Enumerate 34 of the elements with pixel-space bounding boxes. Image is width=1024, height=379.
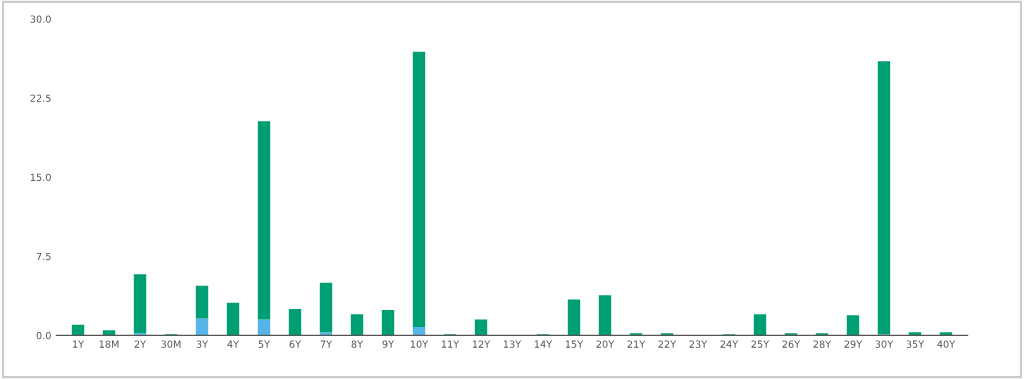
- y-tick-label: 30.0: [30, 15, 51, 23]
- x-tick-label: 10Y: [410, 340, 429, 348]
- x-tick-label: 4Y: [227, 340, 240, 348]
- x-tick-label: 21Y: [627, 340, 646, 348]
- x-tick-label: 22Y: [658, 340, 677, 348]
- x-tick-label: 13Y: [503, 340, 522, 348]
- x-tick-label: 28Y: [813, 340, 832, 348]
- x-tick-label: 35Y: [906, 340, 925, 348]
- x-tick-label: 3Y: [196, 340, 209, 348]
- x-tick-label: 25Y: [751, 340, 770, 348]
- y-tick-label: 15.0: [30, 173, 51, 182]
- y-tick-label: 0.0: [36, 331, 51, 340]
- x-tick-label: 1Y: [73, 340, 85, 348]
- x-tick-label: 24Y: [720, 340, 739, 348]
- x-tick-label: 20Y: [596, 340, 615, 348]
- x-tick-label: 2Y: [134, 340, 147, 348]
- x-tick-label: 12Y: [472, 340, 491, 348]
- x-tick-label: 11Y: [441, 340, 460, 348]
- y-tick-label: 22.5: [30, 94, 51, 102]
- x-tick-label: 6Y: [289, 340, 302, 348]
- x-tick-label: 8Y: [351, 340, 364, 348]
- x-tick-label: 40Y: [937, 340, 956, 348]
- x-tick-label: 26Y: [782, 340, 801, 348]
- x-tick-label: 30M: [161, 340, 181, 348]
- x-tick-label: 9Y: [382, 340, 395, 348]
- x-tick-label: 23Y: [689, 340, 708, 348]
- x-tick-label: 29Y: [844, 340, 863, 348]
- x-tick-label: 5Y: [258, 340, 271, 348]
- x-tick-label: 30Y: [875, 340, 894, 348]
- x-tick-label: 7Y: [320, 340, 333, 348]
- x-tick-label: 15Y: [565, 340, 584, 348]
- x-tick-label: 14Y: [534, 340, 553, 348]
- x-tick-label: 18M: [99, 340, 119, 348]
- y-tick-label: 7.5: [36, 252, 51, 261]
